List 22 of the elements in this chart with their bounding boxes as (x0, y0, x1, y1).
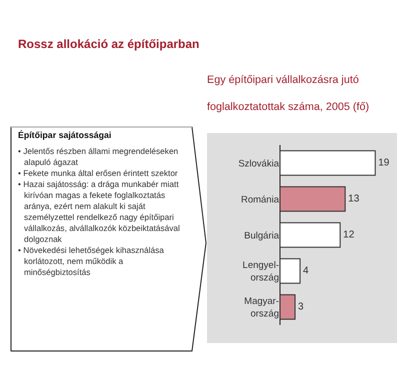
bar (280, 258, 301, 284)
bar (280, 222, 341, 248)
text: Építőipar sajátosságai (18, 130, 112, 141)
text: • Jelentős részben állami megrendeléseken alapuló ágazat (18, 146, 180, 168)
y-tick-label: Románia (240, 194, 280, 206)
data-label: 13 (348, 194, 360, 204)
data-label: 19 (378, 158, 390, 168)
text: • Növekedési lehetőségek kihasználása korlátozott, nem működik a minőségbiztosítás (18, 245, 165, 278)
text: Rossz allokáció az építőiparban (18, 37, 200, 51)
data-label: 3 (298, 302, 304, 312)
y-tick-label: Magyar-ország (244, 296, 279, 320)
bar (280, 186, 346, 212)
chart-title: Egy építőipari vállalkozásra jutó foglalkoztatottak száma, 2005 (fő) (207, 74, 370, 113)
bar (280, 150, 376, 176)
data-label: 4 (303, 266, 310, 276)
data-label: 12 (343, 230, 355, 240)
y-tick-label: Szlovákia (238, 158, 280, 170)
text: • Hazai sajátosság: a drága munkabér miatt kirívóan magas a fekete foglalkoztatás aránya, ezért nem alakult ki saját személyzettel rendelkező nagy építőipari vállalkozás, alvállalkozók közbeiktatásával dolgoznak (18, 179, 181, 245)
text: • Fekete munka által erősen érintett szektor (18, 168, 179, 179)
bar (280, 294, 296, 320)
y-tick-label: Bulgária (244, 230, 280, 242)
y-tick-label: Lengyel-ország (242, 260, 279, 284)
